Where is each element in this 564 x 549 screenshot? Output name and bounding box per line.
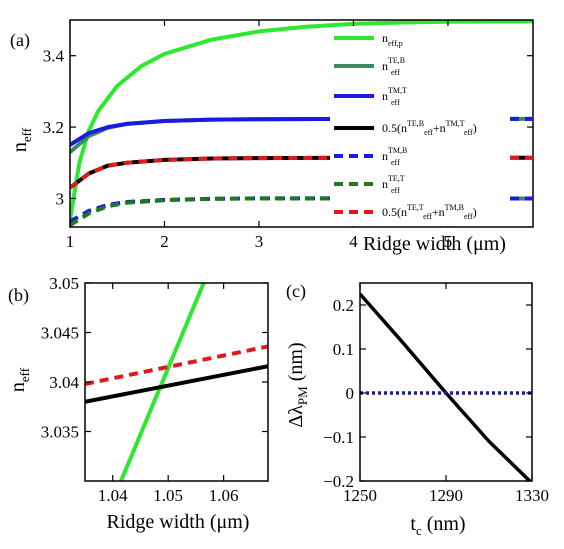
panel-b-ticks: 1.04 1.05 1.06 3.035 3.04 3.045 3.05 — [41, 274, 268, 505]
y-tick-label: 3.04 — [49, 373, 79, 392]
y-tick-label: 0.1 — [333, 340, 354, 359]
x-tick-label: 1.04 — [98, 486, 128, 505]
legend-entry-avg2: 0.5(nTE,Teff+nTM,Beff) — [382, 203, 477, 221]
x-tick-label: 2 — [160, 232, 169, 251]
panel-a-x-axis-label: Ridge width (μm) — [363, 233, 506, 255]
y-tick-label: −0.1 — [323, 428, 354, 447]
x-tick-label: 1.06 — [209, 486, 239, 505]
x-tick-label: 1290 — [429, 486, 463, 505]
panel-c-plot-area — [360, 292, 532, 481]
panel-c: 1250 1290 1330 −0.2 −0.1 0 0.1 0.2 (c) ΔλPM (nm… — [285, 281, 549, 538]
panel-b-y-axis-label: neff — [7, 367, 32, 392]
series-line-TMT — [70, 116, 448, 147]
series-line-avg2 — [85, 344, 268, 386]
panel-a-tag: (a) — [10, 30, 30, 51]
legend-entry-TEB: nTE,B eff — [382, 56, 405, 77]
x-tick-label: 1250 — [343, 486, 377, 505]
legend-entry-TMB: nTM,B eff — [382, 146, 407, 167]
legend-entry-p: neff,p — [382, 31, 403, 48]
legend-entry-avg1: 0.5(nTE,Beff+nTM,Teff) — [382, 119, 477, 137]
y-tick-label: 3.2 — [43, 118, 64, 137]
legend-entry-TMT: nTM,T eff — [382, 86, 407, 107]
panel-c-ticks: 1250 1290 1330 −0.2 −0.1 0 0.1 0.2 — [323, 283, 549, 505]
x-tick-label: 5 — [444, 232, 453, 251]
panel-a: 1 2 3 4 5 3 3.2 3.4 neff,p nTE,B eff nTM,T eff 0.5(n… — [9, 19, 534, 255]
panel-a-frame — [69, 19, 534, 228]
series-line-avg2 — [70, 155, 448, 190]
panel-b-plot-area — [85, 283, 268, 481]
y-tick-label: −0.2 — [323, 472, 354, 491]
panel-c-tag: (c) — [286, 281, 306, 302]
x-tick-label: 3 — [255, 232, 264, 251]
panel-a-legend: neff,p nTE,B eff nTM,T eff 0.5(nTE,Beff+nTM,T… — [330, 30, 533, 226]
panel-a-plot-area — [70, 20, 533, 227]
panel-b-x-axis-label: Ridge width (μm) — [107, 511, 250, 533]
y-tick-label: 0.2 — [333, 296, 354, 315]
series-line-delta — [360, 292, 532, 481]
panel-c-y-axis-label: ΔλPM (nm) — [285, 342, 310, 427]
x-tick-label: 1330 — [515, 486, 549, 505]
y-tick-label: 0 — [346, 384, 355, 403]
y-tick-label: 3.05 — [49, 274, 79, 293]
series-line-TET — [70, 196, 448, 227]
y-tick-label: 3.045 — [41, 324, 79, 343]
x-tick-label: 4 — [349, 232, 358, 251]
panel-a-ticks: 1 2 3 4 5 3 3.2 3.4 — [43, 20, 533, 251]
x-tick-label: 1.05 — [153, 486, 183, 505]
y-tick-label: 3.4 — [43, 47, 65, 66]
x-tick-label: 1 — [66, 232, 75, 251]
series-line-p — [119, 283, 206, 481]
panel-c-frame — [359, 282, 533, 482]
panel-b-tag: (b) — [8, 285, 29, 306]
series-line-avg1 — [85, 364, 268, 404]
panel-c-x-axis-label: tc (nm) — [410, 513, 465, 538]
legend-entry-TET: nTE,T eff — [382, 174, 405, 195]
y-tick-label: 3 — [56, 189, 65, 208]
series-line-p — [70, 20, 533, 221]
panel-a-y-axis-label: neff — [9, 127, 34, 152]
y-tick-label: 3.035 — [41, 423, 79, 442]
